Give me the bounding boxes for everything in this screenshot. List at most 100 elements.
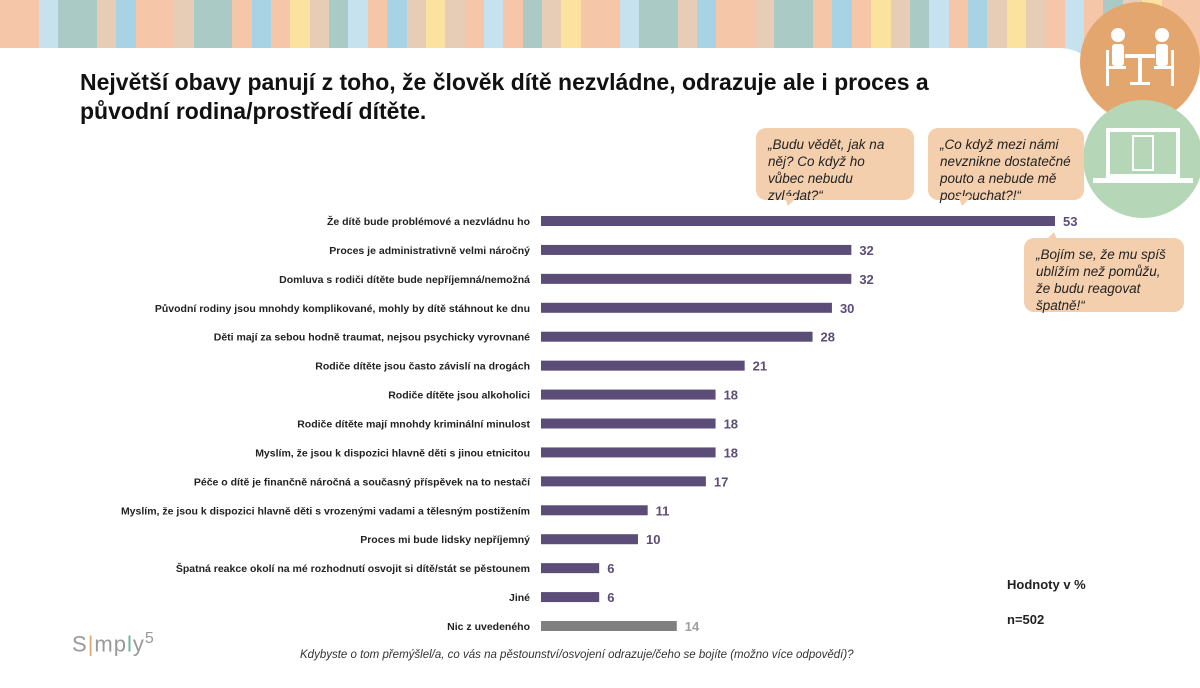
stripe (58, 0, 78, 60)
stripe (0, 0, 20, 60)
stripe (522, 0, 543, 60)
stripe (600, 0, 620, 60)
stripe (658, 0, 678, 60)
stripe (561, 0, 581, 60)
bar (541, 331, 813, 342)
category-label: Že dítě bude problémové a nezvládnu ho (327, 215, 530, 228)
value-label: 6 (607, 561, 614, 576)
bar (541, 447, 716, 458)
stripe (793, 0, 814, 60)
stripe (1064, 0, 1085, 60)
stripe (542, 0, 562, 60)
stripe (735, 0, 756, 60)
stripe (1026, 0, 1046, 60)
stripe (212, 0, 233, 60)
bar (541, 563, 600, 574)
stripe (619, 0, 639, 60)
stripe (406, 0, 426, 60)
value-label: 30 (840, 301, 854, 316)
category-label: Nic z uvedeného (447, 621, 530, 633)
category-label: Myslím, že jsou k dispozici hlavně děti … (255, 447, 530, 459)
stripe (154, 0, 175, 60)
category-label: Rodiče dítěte jsou často závislí na drog… (315, 361, 530, 373)
category-label: Původní rodiny jsou mnohdy komplikované,… (155, 303, 530, 315)
value-label: 21 (753, 359, 767, 374)
stripe (871, 0, 891, 60)
sample-size: n=502 (1007, 612, 1045, 627)
stripe (348, 0, 368, 60)
stripe (309, 0, 330, 60)
category-label: Proces mi bude lidsky nepříjemný (360, 534, 530, 546)
stripe (580, 0, 601, 60)
stripe (813, 0, 833, 60)
stripe (696, 0, 717, 60)
page-title: Největší obavy panují z toho, že člověk … (80, 69, 929, 124)
laptop-abacus-icon (1083, 100, 1200, 218)
stripe (174, 0, 194, 60)
category-label: Děti mají za sebou hodně traumat, nejsou… (214, 332, 530, 344)
category-label: Péče o dítě je finančně náročná a součas… (194, 476, 531, 488)
value-label: 10 (646, 532, 660, 547)
bar (541, 273, 852, 284)
category-label: Špatná reakce okolí na mé rozhodnutí osv… (176, 562, 530, 575)
stripe (677, 0, 697, 60)
units-note: Hodnoty v % (1007, 577, 1086, 592)
value-label: 32 (859, 243, 873, 258)
stripe (290, 0, 310, 60)
stripe (77, 0, 97, 60)
stripe (445, 0, 465, 60)
stripe (329, 0, 349, 60)
stripe (1006, 0, 1027, 60)
bar (541, 592, 600, 603)
bar (541, 418, 716, 429)
bar (541, 360, 745, 371)
stripe (135, 0, 155, 60)
stripe (251, 0, 272, 60)
stripe (503, 0, 523, 60)
category-label: Rodiče dítěte jsou alkoholici (388, 390, 530, 402)
bar (541, 534, 638, 545)
stripe (967, 0, 988, 60)
stripe (19, 0, 39, 60)
stripe (116, 0, 136, 60)
bar (541, 216, 1055, 226)
stripe (193, 0, 213, 60)
stripe (987, 0, 1007, 60)
stripe (232, 0, 252, 60)
stripe (638, 0, 659, 60)
stripe (367, 0, 388, 60)
category-label: Myslím, že jsou k dispozici hlavně děti … (121, 505, 530, 517)
value-label: 53 (1063, 214, 1077, 229)
bar (541, 389, 716, 400)
stripe (1045, 0, 1065, 60)
stripe (832, 0, 852, 60)
category-label: Domluva s rodiči dítěte bude nepříjemná/… (279, 274, 530, 286)
simply5-logo: S|mply5 (72, 630, 155, 657)
stripe (929, 0, 949, 60)
stripe (271, 0, 291, 60)
quote-bubble: „Bojím se, že mu spíš ublížím než pomůžu… (1024, 232, 1184, 313)
stripe (387, 0, 407, 60)
stripe (851, 0, 872, 60)
stripe (774, 0, 794, 60)
category-label: Jiné (509, 592, 530, 604)
value-label: 17 (714, 474, 728, 489)
stripe (890, 0, 910, 60)
category-label: Rodiče dítěte mají mnohdy kriminální min… (297, 419, 530, 431)
stripe (716, 0, 736, 60)
stripe (464, 0, 484, 60)
value-label: 18 (724, 445, 738, 460)
category-label: Proces je administrativně velmi náročný (329, 245, 530, 257)
stripe (909, 0, 930, 60)
quote-bubble: „Co když mezi námi nevznikne dostatečné … (928, 128, 1084, 206)
stripe (425, 0, 446, 60)
quote-bubble: „Budu vědět, jak na něj? Co když ho vůbe… (756, 128, 914, 206)
value-label: 14 (685, 619, 700, 634)
value-label: 32 (859, 272, 873, 287)
bar (541, 302, 832, 313)
bar (541, 244, 852, 255)
bar (541, 476, 706, 487)
stripe (38, 0, 59, 60)
bar (541, 505, 648, 516)
